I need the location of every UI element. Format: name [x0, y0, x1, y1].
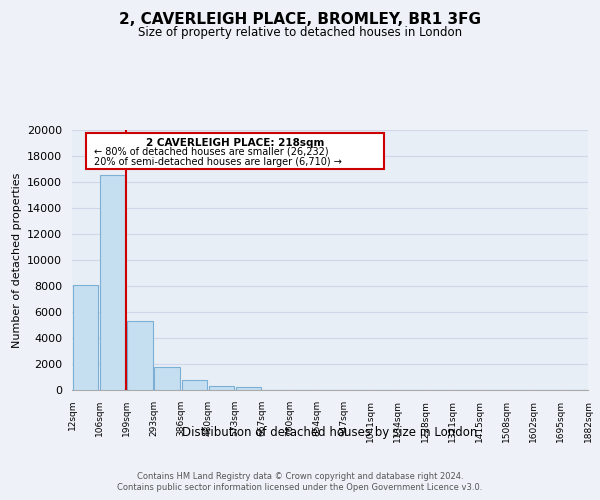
Text: 2 CAVERLEIGH PLACE: 218sqm: 2 CAVERLEIGH PLACE: 218sqm — [146, 138, 324, 148]
Y-axis label: Number of detached properties: Number of detached properties — [11, 172, 22, 348]
Bar — [154, 366, 179, 390]
Text: ← 80% of detached houses are smaller (26,232): ← 80% of detached houses are smaller (26… — [94, 147, 328, 157]
Text: Distribution of detached houses by size in London: Distribution of detached houses by size … — [182, 426, 478, 439]
Bar — [100, 176, 125, 390]
Text: 2, CAVERLEIGH PLACE, BROMLEY, BR1 3FG: 2, CAVERLEIGH PLACE, BROMLEY, BR1 3FG — [119, 12, 481, 28]
Bar — [236, 388, 261, 390]
Text: Size of property relative to detached houses in London: Size of property relative to detached ho… — [138, 26, 462, 39]
Bar — [182, 380, 207, 390]
Bar — [209, 386, 234, 390]
Bar — [73, 284, 98, 390]
Text: Contains public sector information licensed under the Open Government Licence v3: Contains public sector information licen… — [118, 484, 482, 492]
Text: 20% of semi-detached houses are larger (6,710) →: 20% of semi-detached houses are larger (… — [94, 158, 341, 168]
Text: Contains HM Land Registry data © Crown copyright and database right 2024.: Contains HM Land Registry data © Crown c… — [137, 472, 463, 481]
Bar — [127, 321, 152, 390]
FancyBboxPatch shape — [86, 132, 385, 169]
